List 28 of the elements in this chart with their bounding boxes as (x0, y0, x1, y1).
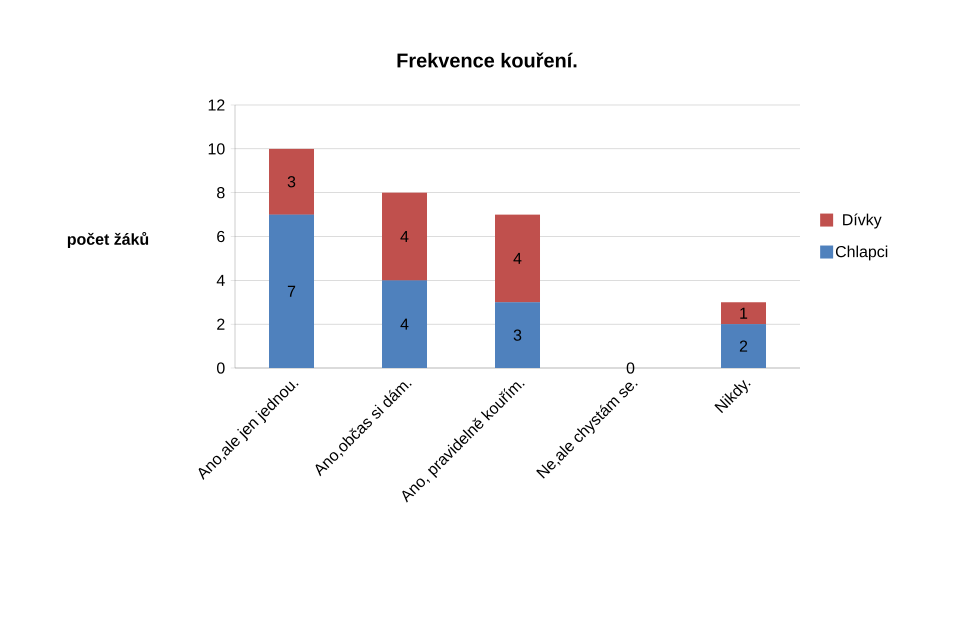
data-label: 4 (513, 252, 522, 264)
y-tick-label: 10 (208, 143, 225, 154)
y-tick-label: 2 (217, 318, 224, 330)
data-label: 3 (514, 329, 522, 341)
data-label: 4 (400, 231, 408, 242)
data-label: 3 (288, 176, 296, 188)
data-label: 0 (626, 362, 634, 374)
chart-title: Frekvence kouření. (398, 52, 576, 68)
y-tick-label: 6 (217, 230, 225, 242)
legend-label: Dívky (843, 214, 882, 229)
y-tick-label: 4 (216, 274, 225, 286)
data-label: 4 (400, 318, 408, 330)
data-label: 1 (740, 308, 748, 319)
y-tick-label: 0 (217, 362, 225, 374)
bar (721, 302, 766, 324)
bar (495, 214, 540, 302)
y-tick-label: 8 (217, 187, 225, 198)
bar (382, 280, 428, 368)
y-axis-title: počet žáků (68, 232, 148, 248)
bar (495, 302, 540, 368)
legend-label: Chlapci (836, 246, 888, 260)
data-label: 2 (740, 340, 748, 352)
bar (721, 324, 766, 368)
bar (382, 192, 428, 280)
bar (269, 214, 314, 368)
data-label: 7 (288, 286, 296, 297)
y-tick-label: 12 (208, 99, 224, 111)
bar (269, 148, 314, 215)
